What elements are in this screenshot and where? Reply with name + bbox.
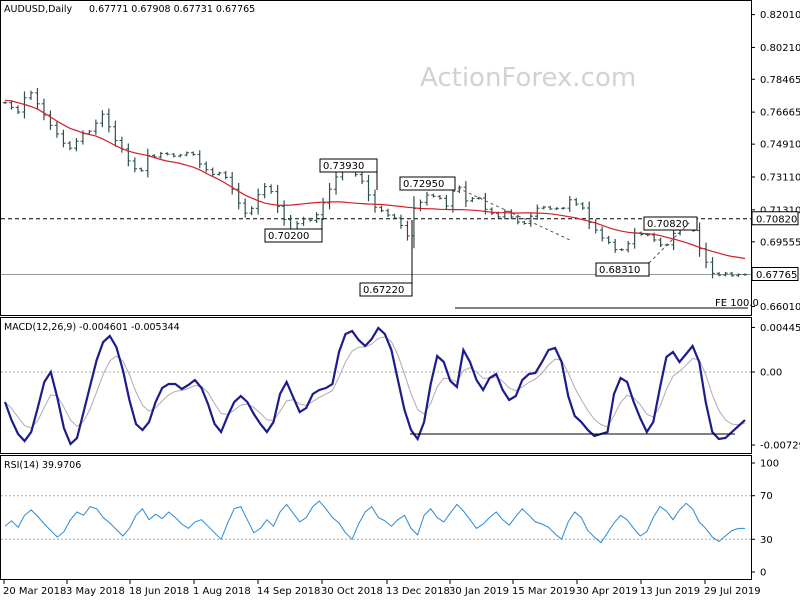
- current-price-label: 0.67765: [756, 270, 797, 281]
- time-tick-label: 14 Sep 2018: [257, 586, 320, 597]
- rsi-label: RSI(14) 39.9706: [4, 460, 81, 471]
- time-tick-label: 1 Aug 2018: [193, 586, 251, 597]
- price-tick-label: 0.82010: [760, 10, 800, 21]
- fe-label: FE 100.0: [715, 298, 759, 309]
- macd-area: [1, 326, 751, 446]
- time-tick-label: 3 May 2018: [66, 586, 125, 597]
- macd-axis: 0.004456 0.00 -0.007298: [751, 323, 800, 451]
- rsi-area: [1, 495, 751, 544]
- time-tick-label: 29 Jul 2019: [704, 586, 761, 597]
- level-box: [319, 158, 378, 173]
- projection-line: [457, 187, 571, 241]
- level-label: 0.67220: [363, 285, 404, 296]
- time-tick-label: 30 Oct 2018: [321, 586, 383, 597]
- level-box: [264, 228, 323, 243]
- level-box: [359, 282, 413, 297]
- price-axis: 0.82010 0.80210 0.78465 0.76665 0.74910 0.731…: [751, 10, 800, 313]
- level-label: 0.70820: [647, 219, 688, 230]
- macd-signal-line: [4, 336, 746, 429]
- macd-label: MACD(12,26,9) -0.004601 -0.005344: [4, 322, 180, 333]
- ohlc-bars: [2, 87, 748, 279]
- annotations: 0.73930 0.72950 0.70200 0.67220 0.68310 0.708…: [264, 158, 759, 309]
- time-tick-label: 30 Apr 2019: [576, 586, 638, 597]
- price-tick-label: 0.76665: [760, 108, 800, 119]
- time-tick-label: 18 Jun 2018: [129, 586, 189, 597]
- projection-line: [648, 221, 691, 264]
- rsi-panel: [0, 455, 752, 580]
- rsi-tick-label: 0: [760, 568, 766, 579]
- rsi-tick-label: 100: [760, 459, 779, 470]
- price-tick-label: 0.74910: [760, 140, 800, 151]
- macd-tick-label: 0.00: [760, 368, 782, 379]
- level-label: 0.73930: [323, 161, 364, 172]
- level-label: 0.68310: [599, 265, 640, 276]
- resistance-price-box: [751, 211, 799, 226]
- macd-tick-label: -0.007298: [760, 440, 800, 451]
- time-tick-label: 30 Jan 2019: [449, 586, 509, 597]
- price-tick-label: 0.73110: [760, 172, 800, 183]
- time-tick-label: 20 Mar 2018: [3, 586, 66, 597]
- rsi-line: [4, 500, 745, 544]
- level-label: 0.72950: [403, 179, 444, 190]
- macd-panel: [0, 317, 752, 454]
- watermark: ActionForex.com: [420, 63, 636, 93]
- price-tick-label: 0.69555: [760, 237, 800, 248]
- price-tick-label: 0.66010: [760, 302, 800, 313]
- macd-line: [3, 326, 746, 446]
- rsi-tick-label: 70: [760, 491, 773, 502]
- rsi-axis: 100 70 30 0: [751, 459, 779, 579]
- price-tick-label: 0.71310: [760, 205, 800, 216]
- time-tick-label: 13 Dec 2018: [386, 586, 450, 597]
- level-label: 0.70200: [268, 231, 309, 242]
- sma-line: [4, 99, 746, 260]
- price-tick-label: 0.80210: [760, 43, 800, 54]
- time-tick-label: 13 Jun 2019: [640, 586, 700, 597]
- level-box: [595, 262, 650, 277]
- price-tick-label: 0.78465: [760, 75, 800, 86]
- level-box: [399, 176, 456, 191]
- price-panel: [0, 0, 752, 316]
- ohlc-label: 0.67771 0.67908 0.67731 0.67765: [89, 4, 255, 15]
- macd-tick-label: 0.004456: [760, 323, 800, 334]
- level-box: [643, 216, 698, 231]
- time-axis: 20 Mar 2018 3 May 2018 18 Jun 2018 1 Aug 20…: [3, 580, 761, 597]
- resistance-price-label: 0.70820: [756, 214, 797, 225]
- current-price-box: [751, 266, 799, 281]
- instrument-label: AUDUSD,Daily: [4, 4, 73, 15]
- time-tick-label: 15 Mar 2019: [512, 586, 575, 597]
- rsi-tick-label: 30: [760, 535, 773, 546]
